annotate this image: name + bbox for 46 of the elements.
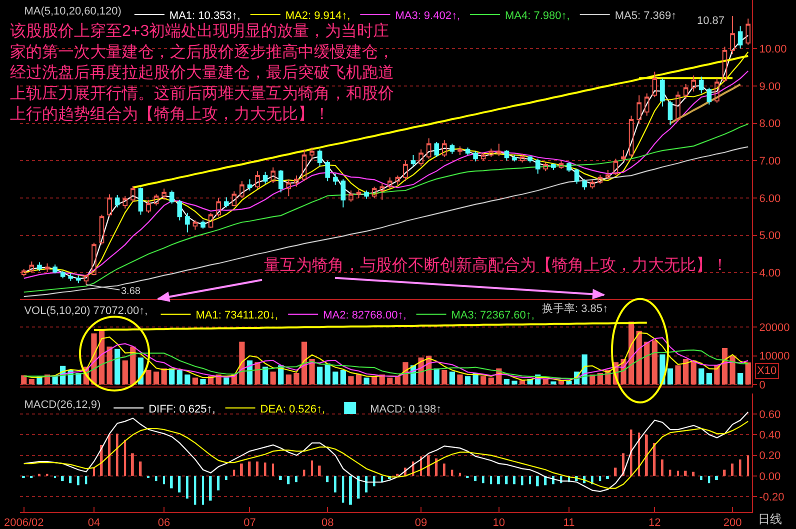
annotation: 10.87 [697, 15, 725, 27]
x-tick-label: 12 [648, 517, 661, 529]
x-tick-label: 06 [158, 517, 170, 529]
legend-label: MA1: 10.353↑, [169, 10, 240, 22]
y-tick-label: -0.20 [759, 491, 784, 504]
y-tick-label: 8.00 [759, 118, 781, 130]
x-tick-label: 09 [414, 517, 428, 529]
annotation: 3.68 [121, 286, 141, 297]
y-tick-label: 0.00 [759, 470, 781, 483]
x-tick-label: 10 [492, 517, 506, 529]
annotation: 量互为犄角，与股价不断创新高配合为【犄角上攻，力大无比】！ [264, 256, 728, 274]
y-tick-label: 20000 [759, 322, 790, 334]
y-tick-label: 0.60 [759, 408, 781, 421]
legend-label: MA3: 72367.60↑, [451, 310, 534, 322]
y-tick-label: 0 [759, 379, 766, 392]
y-tick-label: 0.20 [759, 450, 781, 462]
legend-label: MA2: 82768.00↑, [323, 310, 406, 322]
legend-label: MA2: 9.914↑, [285, 10, 350, 22]
text: X10 [757, 365, 777, 377]
x-tick-label: 07 [244, 517, 256, 529]
text: 日线 [758, 512, 782, 526]
legend-label: DEA: 0.526↑, [260, 403, 326, 416]
annotation: 该股股价上穿至2+3初端处出现明显的放量，为当时庄家的第一次大量建仓，之后股价逐步推高中缓慢建仓，经过洗盘后再度拉起股价大量建仓，最后突破飞机跑道上轨压力展开行情。这前后两堆大量互为犄角，和股价上行的趋势组合为【犄角上攻，力大无比】！ [10, 22, 394, 124]
legend-label: MA5: 7.369↑ [614, 10, 677, 22]
y-tick-label: 7.00 [759, 155, 781, 168]
y-tick-label: 9.00 [759, 80, 781, 93]
y-tick-label: 4.00 [759, 268, 781, 280]
y-tick-label: 0.40 [759, 430, 781, 442]
annotation: 换手率: 3.85↑ [542, 302, 608, 315]
x-tick-label: 200 [723, 517, 742, 529]
legend-label: MACD: 0.198↑ [370, 403, 442, 416]
legend-label: MA4: 7.980↑, [505, 10, 570, 22]
x-tick-label: 04 [88, 517, 100, 529]
legend-label: DIFF: 0.625↑, [148, 403, 216, 416]
legend-title: MA(5,10,20,60,120) [24, 5, 122, 18]
legend-label: MA1: 73411.20↓, [196, 310, 278, 322]
legend-title: MACD(26,12,9) [24, 398, 101, 411]
x-tick-label: 08 [321, 517, 334, 529]
y-tick-label: 5.00 [759, 230, 781, 242]
y-tick-label: 10000 [759, 350, 790, 363]
y-tick-label: 10.00 [759, 43, 787, 56]
y-tick-label: 6.00 [759, 192, 781, 205]
legend-title: VOL(5,10,20) 77072.00↑, [24, 305, 148, 318]
x-tick-label: 2006/02 [4, 517, 44, 529]
legend-label: MA3: 9.402↑, [395, 10, 460, 22]
x-tick-label: 11 [563, 517, 575, 529]
